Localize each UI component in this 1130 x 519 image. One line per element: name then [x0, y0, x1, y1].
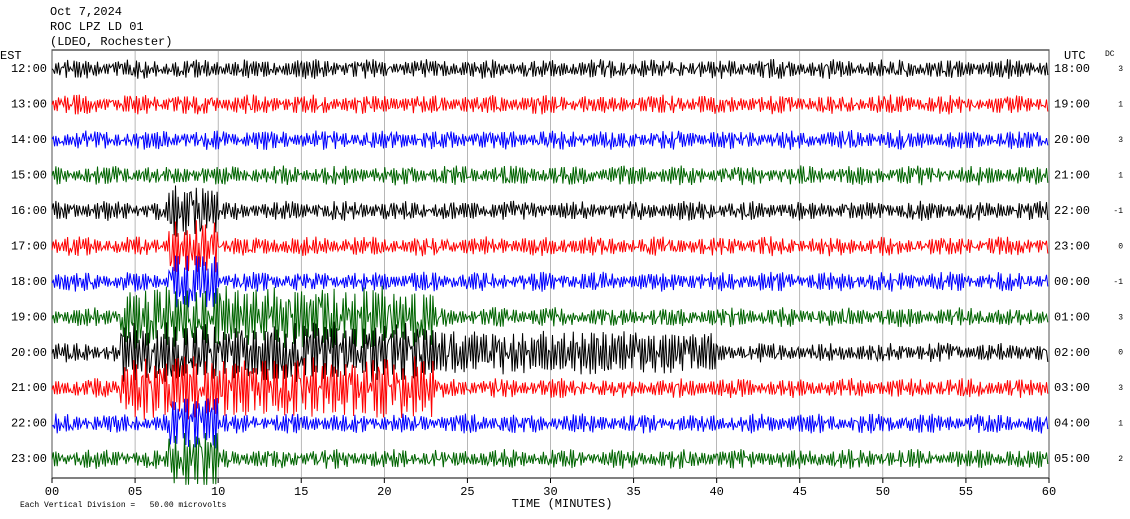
est-label: 15:00	[11, 169, 47, 183]
dc-value: -1	[1113, 278, 1123, 287]
est-label: 19:00	[11, 310, 47, 324]
x-tick-label: 05	[128, 485, 142, 499]
est-label: 22:00	[11, 417, 47, 431]
x-tick-label: 25	[460, 485, 474, 499]
est-label: 13:00	[11, 98, 47, 112]
utc-label: 20:00	[1054, 133, 1090, 147]
dc-value: 3	[1118, 313, 1123, 322]
trace	[51, 356, 1049, 420]
est-label: 20:00	[11, 346, 47, 360]
title-line: ROC LPZ LD 01	[50, 20, 144, 34]
trace	[51, 165, 1049, 186]
dc-value: 2	[1118, 455, 1123, 464]
est-label: 18:00	[11, 275, 47, 289]
trace	[51, 129, 1049, 150]
est-label: 17:00	[11, 239, 47, 253]
x-tick-label: 35	[626, 485, 640, 499]
utc-label: 01:00	[1054, 310, 1090, 324]
dc-value: 1	[1118, 420, 1123, 429]
utc-label: 21:00	[1054, 169, 1090, 183]
dc-value: -1	[1113, 207, 1123, 216]
utc-label: 22:00	[1054, 204, 1090, 218]
dc-title: DC	[1105, 50, 1115, 59]
right-axis-title: UTC	[1064, 49, 1086, 63]
utc-label: 05:00	[1054, 452, 1090, 466]
dc-value: 3	[1118, 136, 1123, 145]
dc-value: 1	[1118, 171, 1123, 180]
trace	[51, 94, 1049, 115]
utc-label: 18:00	[1054, 62, 1090, 76]
trace	[51, 321, 1049, 383]
title-line: (LDEO, Rochester)	[50, 35, 172, 49]
utc-label: 23:00	[1054, 239, 1090, 253]
x-tick-label: 00	[45, 485, 59, 499]
footnote: Each Vertical Division = 50.00 microvolt…	[20, 501, 227, 510]
utc-label: 19:00	[1054, 98, 1090, 112]
x-tick-label: 30	[543, 485, 557, 499]
est-label: 16:00	[11, 204, 47, 218]
est-label: 12:00	[11, 62, 47, 76]
x-tick-label: 20	[377, 485, 391, 499]
dc-value: 3	[1118, 384, 1123, 393]
trace	[51, 397, 1049, 449]
x-tick-label: 15	[294, 485, 308, 499]
x-axis-label: TIME (MINUTES)	[512, 497, 613, 511]
est-label: 14:00	[11, 133, 47, 147]
utc-label: 04:00	[1054, 417, 1090, 431]
x-tick-label: 55	[959, 485, 973, 499]
trace	[51, 185, 1049, 237]
trace	[51, 59, 1049, 79]
x-tick-label: 45	[793, 485, 807, 499]
trace	[51, 255, 1049, 308]
trace	[51, 285, 1049, 349]
left-axis-title: EST	[0, 49, 22, 63]
utc-label: 03:00	[1054, 381, 1090, 395]
dc-value: 1	[1118, 101, 1123, 110]
x-tick-label: 40	[709, 485, 723, 499]
trace	[51, 432, 1049, 485]
est-label: 21:00	[11, 381, 47, 395]
x-tick-label: 60	[1042, 485, 1056, 499]
title-line: Oct 7,2024	[50, 5, 122, 19]
utc-label: 02:00	[1054, 346, 1090, 360]
est-label: 23:00	[11, 452, 47, 466]
utc-label: 00:00	[1054, 275, 1090, 289]
dc-value: 0	[1118, 349, 1123, 358]
x-tick-label: 10	[211, 485, 225, 499]
dc-value: 3	[1118, 65, 1123, 74]
x-tick-label: 50	[876, 485, 890, 499]
trace	[51, 220, 1049, 273]
dc-value: 0	[1118, 242, 1123, 251]
